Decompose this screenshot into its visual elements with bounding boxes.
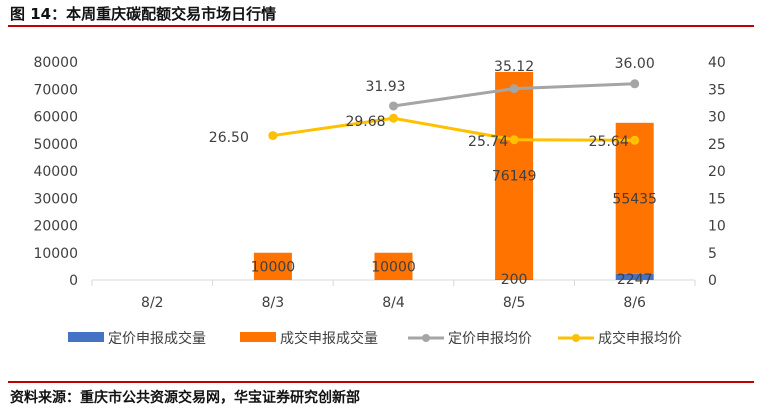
legend-swatch (240, 332, 276, 342)
line-point (509, 135, 519, 145)
legend-marker (572, 334, 580, 342)
data-label: 200 (501, 272, 528, 288)
lines (268, 79, 640, 145)
line-point (509, 84, 519, 94)
figure-title: 图 14：本周重庆碳配额交易市场日行情 (10, 5, 277, 23)
data-label: 26.50 (209, 130, 249, 146)
y-right-tick-label: 30 (708, 110, 726, 126)
source-note: 资料来源：重庆市公共资源交易网，华宝证券研究创新部 (10, 390, 360, 406)
legend-marker (422, 334, 430, 342)
y-right-tick-label: 15 (708, 191, 726, 207)
y-left-tick-label: 50000 (33, 137, 78, 153)
bar-fixed-price-volume-8-5 (495, 279, 534, 280)
legend-swatch (68, 332, 104, 342)
top-rule (8, 25, 754, 27)
data-label: 36.00 (615, 56, 655, 72)
x-tick-label: 8/4 (382, 295, 405, 311)
y-right-tick-label: 20 (708, 164, 726, 180)
y-left-tick-label: 60000 (33, 110, 78, 126)
y-right-tick-label: 0 (708, 273, 717, 289)
legend-label: 定价申报成交量 (108, 330, 206, 347)
bar-trade-volume-8-6 (615, 122, 654, 274)
data-label: 35.12 (494, 59, 534, 75)
y-left-tick-label: 0 (69, 273, 78, 289)
y-right-tick-label: 10 (708, 219, 726, 235)
chart: 8/2 8/3 8/4 8/5 8/6 0 10000 20000 30000 40000 5000… (33, 55, 725, 347)
data-label: 25.64 (589, 134, 629, 150)
line-point (630, 79, 640, 89)
x-tick-label: 8/6 (623, 295, 646, 311)
y-left-tick-label: 40000 (33, 164, 78, 180)
data-label: 10000 (251, 259, 296, 275)
data-label: 10000 (371, 259, 416, 275)
line-trade-avg (272, 116, 635, 142)
y-left-tick-label: 20000 (33, 219, 78, 235)
y-left-tick-label: 30000 (33, 191, 78, 207)
data-label: 29.68 (345, 114, 385, 130)
bar-fixed-price-volume-8-6 (615, 273, 654, 280)
legend-label: 成交申报成交量 (280, 330, 378, 347)
x-tick-label: 8/3 (262, 295, 285, 311)
data-label: 76149 (492, 169, 537, 185)
legend-label: 成交申报均价 (598, 330, 682, 347)
legend-label: 定价申报均价 (448, 331, 532, 347)
line-point (389, 113, 398, 123)
x-tick-label: 8/5 (503, 295, 526, 311)
data-label: 2247 (617, 272, 653, 288)
bar-trade-volume-8-4 (374, 252, 413, 280)
axes: 8/2 8/3 8/4 8/5 8/6 0 10000 20000 30000 40000 5000… (33, 55, 725, 311)
y-left-tick-label: 80000 (33, 55, 78, 71)
x-tick-label: 8/2 (141, 295, 164, 311)
y-left-tick-label: 70000 (33, 82, 78, 98)
data-label: 31.93 (365, 79, 405, 95)
bar-trade-volume-8-5 (495, 71, 534, 280)
y-left-tick-label: 10000 (33, 246, 78, 262)
line-point (389, 101, 398, 111)
bar-trade-volume-8-3 (253, 252, 292, 280)
line-point (268, 131, 278, 141)
y-right-tick-label: 5 (708, 246, 717, 262)
y-right-tick-label: 35 (708, 82, 726, 98)
data-label: 55435 (612, 191, 657, 207)
bars (253, 71, 654, 280)
data-labels: 10000 10000 76149 200 55435 2247 31.93 35.12 36.… (209, 56, 657, 288)
bottom-rule (8, 381, 754, 383)
line-point (630, 135, 640, 145)
legend: 定价申报成交量 成交申报成交量 定价申报均价 成交申报均价 (68, 330, 682, 347)
data-label: 25.74 (468, 134, 508, 150)
y-right-tick-label: 25 (708, 137, 726, 153)
y-right-tick-label: 40 (708, 55, 726, 71)
